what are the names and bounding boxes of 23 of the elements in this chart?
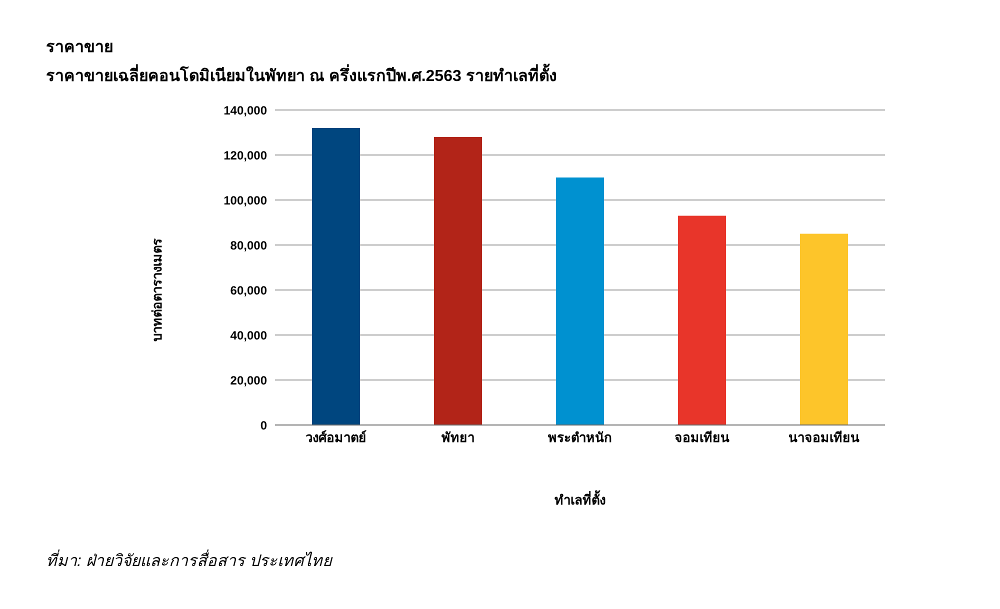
y-tick-label: 80,000: [230, 238, 268, 252]
x-tick-label: พระตำหนัก: [548, 430, 612, 446]
text: ราคาขาย: [46, 38, 113, 58]
y-tick-label: 0: [260, 418, 268, 432]
x-tick-label: วงศ์อมาตย์: [306, 430, 366, 446]
y-tick-label: 100,000: [224, 193, 268, 208]
chart-subtitle: ราคาขายเฉลี่ยคอนโดมิเนียมในพัทยา ณ ครึ่งแรกปีพ.ศ.2563 รายทำเลที่ตั้ง: [46, 63, 557, 87]
y-axis-title: บาทต่อตารางเมตร: [148, 238, 166, 342]
y-tick-label: 40,000: [230, 328, 268, 342]
bar: [556, 178, 604, 425]
y-tick-label: 60,000: [230, 283, 268, 298]
x-tick-label: พัทยา: [442, 430, 474, 446]
y-tick-label: 20,000: [230, 373, 268, 388]
x-tick-label: นาจอมเทียน: [788, 430, 860, 446]
x-axis-title: ทำเลที่ตั้ง: [554, 490, 606, 510]
x-tick-label: จอมเทียน: [674, 430, 730, 446]
bar: [800, 234, 848, 425]
y-tick-label: 140,000: [224, 103, 268, 118]
bar: [434, 137, 482, 425]
text: ที่มา: ฝ่ายวิจัยและการสื่อสาร ประเทศไทย: [46, 548, 332, 572]
bar: [312, 128, 360, 425]
y-tick-label: 120,000: [224, 148, 268, 162]
bar: [678, 216, 726, 425]
